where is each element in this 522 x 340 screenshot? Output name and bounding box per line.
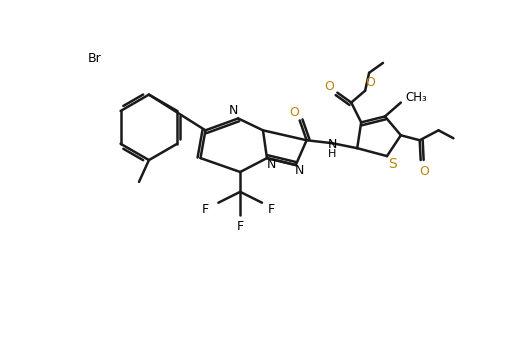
- Text: N: N: [267, 157, 277, 171]
- Text: F: F: [202, 203, 209, 216]
- Text: Br: Br: [88, 52, 101, 65]
- Text: O: O: [420, 166, 430, 178]
- Text: O: O: [289, 106, 299, 119]
- Text: N: N: [328, 138, 337, 151]
- Text: F: F: [267, 203, 275, 216]
- Text: CH₃: CH₃: [406, 91, 428, 104]
- Text: N: N: [229, 104, 238, 117]
- Text: O: O: [325, 80, 335, 93]
- Text: O: O: [365, 76, 375, 89]
- Text: N: N: [295, 165, 304, 177]
- Text: S: S: [388, 157, 397, 171]
- Text: H: H: [328, 149, 337, 159]
- Text: F: F: [236, 220, 244, 233]
